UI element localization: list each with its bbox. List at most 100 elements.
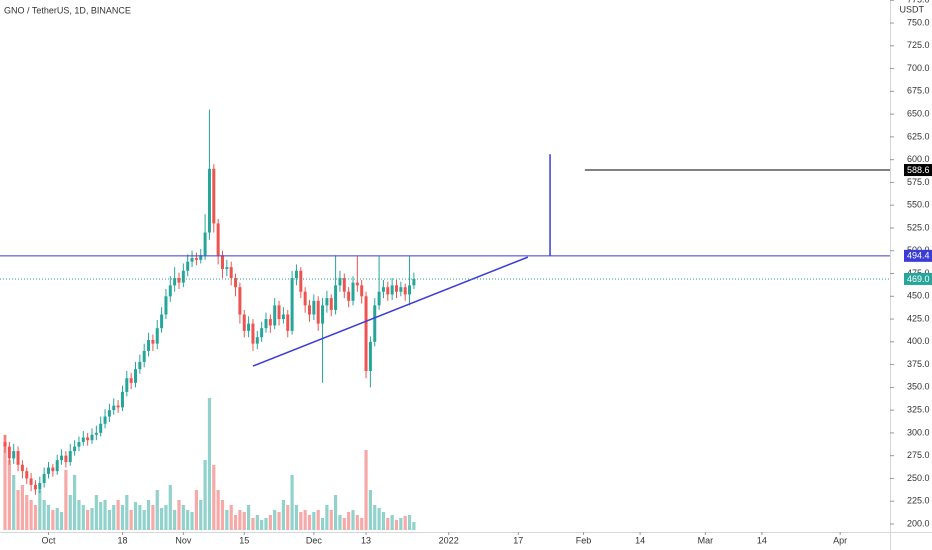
x-tick-label: 13 [361,535,371,545]
volume-bar [325,505,329,530]
y-tick-label: 425.0 [907,313,930,323]
candle-body [147,340,151,351]
candle-body [212,168,216,224]
candle-body [151,340,155,344]
candle-body [125,378,129,392]
candle-body [399,287,403,292]
volume-bar [399,518,403,530]
candle-body [299,270,303,292]
volume-bar [281,500,285,530]
volume-bar [112,505,116,530]
horizontal-ray-label: 588.6 [907,165,930,175]
candle-body [334,285,338,310]
candle-body [338,278,342,286]
candle-body [394,285,398,292]
candle-body [181,270,185,283]
volume-bar [90,508,94,530]
x-tick-label: 17 [513,535,523,545]
candle-body [38,482,42,490]
candle-body [273,305,277,326]
candle-body [316,300,320,324]
candle-body [81,437,85,443]
volume-bar [73,475,77,530]
candle-body [408,285,412,295]
volume-bar [264,518,268,530]
candle-body [403,287,407,295]
volume-bar [107,510,112,530]
y-tick-label: 350.0 [907,382,930,392]
candle-body [360,285,364,297]
volume-bar [377,508,381,530]
volume-bar [120,505,125,530]
volume-bar [160,508,164,530]
candle-body [290,278,294,331]
volume-bar [29,500,33,530]
candle-body [60,455,64,461]
volume-bar [225,510,229,530]
y-tick-label: 750.0 [907,17,930,27]
volume-bar [199,500,203,530]
horizontal-line-label-box [904,249,932,262]
candle-body [33,484,37,490]
volume-bar [373,505,377,530]
volume-bar [386,518,390,530]
volume-bar [186,510,190,530]
candle-body [329,298,333,310]
y-tick-label: 625.0 [907,131,930,141]
x-tick-label: Apr [833,535,847,545]
horizontal-line-label: 494.4 [907,251,930,261]
volume-bar [307,515,312,530]
candle-body [286,314,290,331]
volume-bar [233,515,238,530]
last-price-label-box [904,272,932,285]
volume-bar [190,512,194,530]
volume-bar [329,510,333,530]
candle-body [86,437,90,441]
volume-bar [407,515,412,530]
candle-body [307,305,311,315]
candle-body [173,278,177,286]
y-tick-label: 375.0 [907,359,930,369]
candle-body [355,282,359,286]
candle-body [99,423,103,433]
volume-bar [207,398,212,530]
candle-body [73,446,77,452]
volume-bar [364,450,368,530]
candle-body [42,473,46,483]
volume-bar [7,460,11,530]
candle-body [16,451,20,465]
candle-body [3,442,7,447]
chart-title: GNO / TetherUS, 1D, BINANCE [4,5,131,15]
candle-body [55,460,59,472]
volume-bar [268,515,272,530]
volume-bar [25,495,29,530]
volume-bar [260,520,264,530]
x-tick-label: 18 [117,535,127,545]
volume-bar [86,510,90,530]
y-tick-label: 475.0 [907,268,930,278]
x-tick-label: 15 [239,535,249,545]
volume-bar [133,502,138,530]
candle-body [347,291,351,301]
candle-body [234,278,238,288]
candle-body [186,261,190,271]
candle-body [203,232,207,256]
volume-bar [125,495,129,530]
volume-bar [216,490,220,530]
volume-bar [46,505,51,530]
candle-body [229,267,233,279]
volume-bar [360,518,364,530]
y-tick-label: 525.0 [907,222,930,232]
volume-bar [355,515,359,530]
candle-body [25,471,29,479]
volume-bar [142,510,146,530]
volume-bar [146,500,151,530]
volume-bar [20,485,25,530]
candle-body [7,446,11,459]
candle-body [325,298,329,306]
y-tick-label: 700.0 [907,63,930,73]
volume-bar [151,505,155,530]
y-tick-label: 675.0 [907,86,930,96]
volume-bar [303,510,307,530]
